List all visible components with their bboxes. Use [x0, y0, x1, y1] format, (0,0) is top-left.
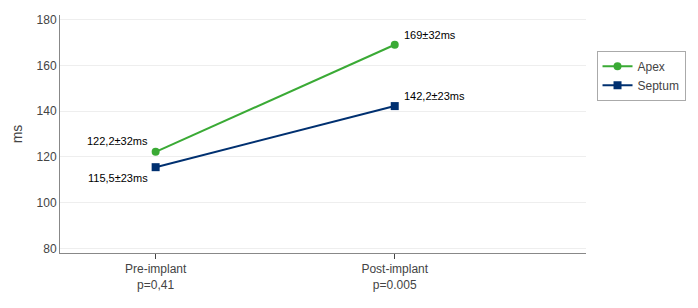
svg-text:100: 100 [37, 196, 57, 210]
svg-text:Post-implantp=0.005: Post-implantp=0.005 [361, 262, 428, 292]
svg-text:80: 80 [43, 242, 57, 256]
svg-text:160: 160 [37, 59, 57, 73]
svg-text:ms: ms [9, 125, 25, 144]
svg-text:115,5±23ms: 115,5±23ms [88, 172, 148, 184]
svg-text:140: 140 [37, 104, 57, 118]
svg-text:120: 120 [37, 150, 57, 164]
svg-text:Pre-implantp=0,41: Pre-implantp=0,41 [125, 262, 187, 292]
svg-text:180: 180 [37, 13, 57, 27]
svg-text:Apex: Apex [638, 60, 665, 74]
svg-text:169±32ms: 169±32ms [404, 29, 456, 41]
svg-text:142,2±23ms: 142,2±23ms [404, 90, 465, 102]
svg-text:122,2±32ms: 122,2±32ms [87, 135, 148, 147]
svg-text:Septum: Septum [638, 79, 679, 93]
